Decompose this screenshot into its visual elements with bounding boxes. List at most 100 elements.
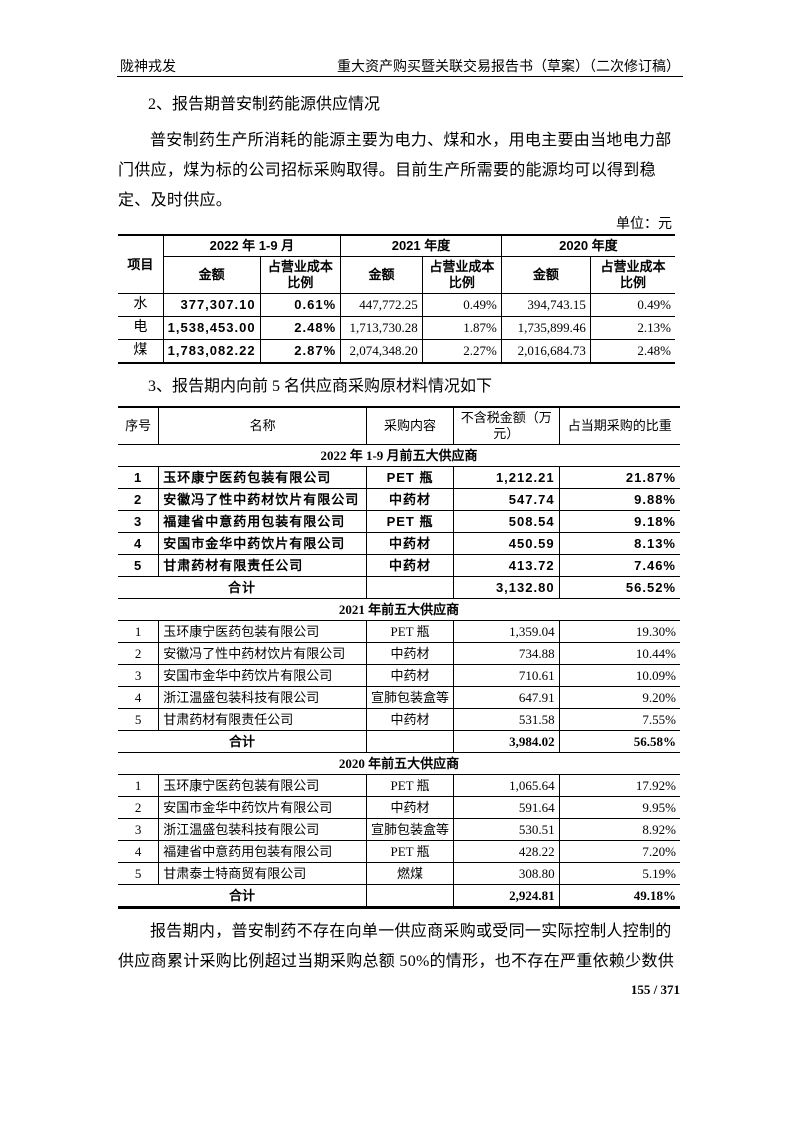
supplier-content: PET 瓶 <box>366 510 455 533</box>
supplier-amount: 450.59 <box>453 532 560 555</box>
total-ratio: 49.18% <box>558 884 680 908</box>
supplier-no: 3 <box>118 818 160 841</box>
supplier-amount: 508.54 <box>453 510 560 533</box>
header-document-title: 重大资产购买暨关联交易报告书（草案）（二次修订稿） <box>337 60 680 75</box>
supplier-row: 1 玉环康宁医药包装有限公司 PET 瓶 1,359.04 19.30% <box>118 620 680 643</box>
supplier-row: 3 安国市金华中药饮片有限公司 中药材 710.61 10.09% <box>118 664 680 687</box>
supplier-name: 浙江温盛包装科技有限公司 <box>158 686 368 709</box>
supplier-content: 中药材 <box>366 532 455 555</box>
total-row: 合计 3,132.80 56.52% <box>118 576 680 599</box>
supplier-row: 1 玉环康宁医药包装有限公司 PET 瓶 1,212.21 21.87% <box>118 466 680 489</box>
total-label: 合计 <box>118 576 368 599</box>
group-title: 2021 年前五大供应商 <box>118 598 680 621</box>
section-2-paragraph: 普安制药生产所消耗的能源主要为电力、煤和水，用电主要由当地电力部门供应，煤为标的… <box>118 132 672 209</box>
ratio-cell: 0.61% <box>259 293 342 317</box>
header-ratio: 占营业成本比例 <box>259 256 342 294</box>
empty-cell <box>366 730 455 753</box>
header-content: 采购内容 <box>366 406 455 445</box>
supplier-ratio: 21.87% <box>558 466 680 489</box>
supplier-ratio: 9.88% <box>558 488 680 511</box>
supplier-content: PET 瓶 <box>366 774 455 797</box>
supplier-amount: 530.51 <box>453 818 560 841</box>
energy-row: 电 1,538,453.00 2.48% 1,713,730.28 1.87% 1,735… <box>118 316 675 340</box>
supplier-amount: 1,212.21 <box>453 466 560 489</box>
total-row: 合计 3,984.02 56.58% <box>118 730 680 753</box>
energy-row: 煤 1,783,082.22 2.87% 2,074,348.20 2.27% 2,016… <box>118 339 675 364</box>
supplier-row: 5 甘肃药材有限责任公司 中药材 531.58 7.55% <box>118 708 680 731</box>
supplier-ratio: 5.19% <box>558 862 680 885</box>
header-period: 2020 年度 <box>500 234 675 257</box>
header-divider <box>117 76 683 77</box>
total-label: 合计 <box>118 730 368 753</box>
ratio-cell: 1.87% <box>421 316 502 340</box>
supplier-ratio: 8.13% <box>558 532 680 555</box>
supplier-ratio: 7.20% <box>558 840 680 863</box>
amount-cell: 447,772.25 <box>340 293 423 317</box>
supplier-row: 4 安国市金华中药饮片有限公司 中药材 450.59 8.13% <box>118 532 680 555</box>
supplier-no: 1 <box>118 774 160 797</box>
supplier-row: 4 福建省中意药用包装有限公司 PET 瓶 428.22 7.20% <box>118 840 680 863</box>
supplier-ratio: 7.55% <box>558 708 680 731</box>
header-amount: 不含税金额（万元） <box>453 406 560 445</box>
header-company: 陇神戎发 <box>120 60 176 75</box>
supplier-ratio: 8.92% <box>558 818 680 841</box>
supplier-ratio: 17.92% <box>558 774 680 797</box>
supplier-name: 安国市金华中药饮片有限公司 <box>158 664 368 687</box>
supplier-ratio: 9.20% <box>558 686 680 709</box>
supplier-content: 燃煤 <box>366 862 455 885</box>
supplier-ratio: 19.30% <box>558 620 680 643</box>
supplier-content: 中药材 <box>366 796 455 819</box>
energy-item: 电 <box>118 316 164 340</box>
amount-cell: 1,538,453.00 <box>162 316 261 340</box>
supplier-name: 甘肃药材有限责任公司 <box>158 708 368 731</box>
supplier-amount: 710.61 <box>453 664 560 687</box>
supplier-name: 安国市金华中药饮片有限公司 <box>158 532 368 555</box>
supplier-name: 浙江温盛包装科技有限公司 <box>158 818 368 841</box>
total-row: 合计 2,924.81 49.18% <box>118 884 680 908</box>
supplier-amount: 591.64 <box>453 796 560 819</box>
supplier-no: 5 <box>118 708 160 731</box>
supplier-name: 甘肃泰士特商贸有限公司 <box>158 862 368 885</box>
group-title: 2022 年 1-9 月前五大供应商 <box>118 444 680 467</box>
supplier-no: 4 <box>118 840 160 863</box>
header-item: 项目 <box>118 234 164 294</box>
amount-cell: 1,783,082.22 <box>162 339 261 364</box>
energy-supply-table: 项目 2022 年 1-9 月 2021 年度 2020 年度 金额 占营业成本… <box>118 234 675 364</box>
header-no: 序号 <box>118 406 160 445</box>
supplier-row: 2 安徽冯了性中药材饮片有限公司 中药材 734.88 10.44% <box>118 642 680 665</box>
supplier-name: 甘肃药材有限责任公司 <box>158 554 368 577</box>
empty-cell <box>366 576 455 599</box>
amount-cell: 1,735,899.46 <box>500 316 591 340</box>
supplier-name: 安徽冯了性中药材饮片有限公司 <box>158 642 368 665</box>
group-title: 2020 年前五大供应商 <box>118 752 680 775</box>
section-2-heading: 2、报告期普安制药能源供应情况 <box>148 96 381 113</box>
header-ratio: 占营业成本比例 <box>589 256 675 294</box>
ratio-cell: 2.27% <box>421 339 502 364</box>
supplier-amount: 1,359.04 <box>453 620 560 643</box>
total-amount: 3,132.80 <box>453 576 560 599</box>
amount-cell: 2,016,684.73 <box>500 339 591 364</box>
amount-cell: 2,074,348.20 <box>340 339 423 364</box>
supplier-ratio: 9.95% <box>558 796 680 819</box>
top-suppliers-table: 序号 名称 采购内容 不含税金额（万元） 占当期采购的比重 2022 年 1-9… <box>118 406 680 909</box>
supplier-ratio: 10.09% <box>558 664 680 687</box>
supplier-row: 4 浙江温盛包装科技有限公司 宣肺包装盒等 647.91 9.20% <box>118 686 680 709</box>
supplier-ratio: 9.18% <box>558 510 680 533</box>
supplier-content: 中药材 <box>366 642 455 665</box>
closing-paragraph: 报告期内，普安制药不存在向单一供应商采购或受同一实际控制人控制的供应商累计采购比… <box>118 923 675 970</box>
header-amount: 金额 <box>340 256 423 294</box>
ratio-cell: 0.49% <box>421 293 502 317</box>
supplier-amount: 734.88 <box>453 642 560 665</box>
header-period: 2022 年 1-9 月 <box>162 234 342 257</box>
section-3-heading: 3、报告期内向前 5 名供应商采购原材料情况如下 <box>148 378 493 395</box>
ratio-cell: 2.87% <box>259 339 342 364</box>
supplier-content: PET 瓶 <box>366 466 455 489</box>
supplier-content: 宣肺包装盒等 <box>366 686 455 709</box>
supplier-name: 安徽冯了性中药材饮片有限公司 <box>158 488 368 511</box>
total-amount: 3,984.02 <box>453 730 560 753</box>
supplier-name: 安国市金华中药饮片有限公司 <box>158 796 368 819</box>
supplier-no: 1 <box>118 620 160 643</box>
page-content: 2、报告期普安制药能源供应情况 普安制药生产所消耗的能源主要为电力、煤和水，用电… <box>118 92 680 999</box>
supplier-name: 玉环康宁医药包装有限公司 <box>158 620 368 643</box>
energy-item: 水 <box>118 293 164 317</box>
